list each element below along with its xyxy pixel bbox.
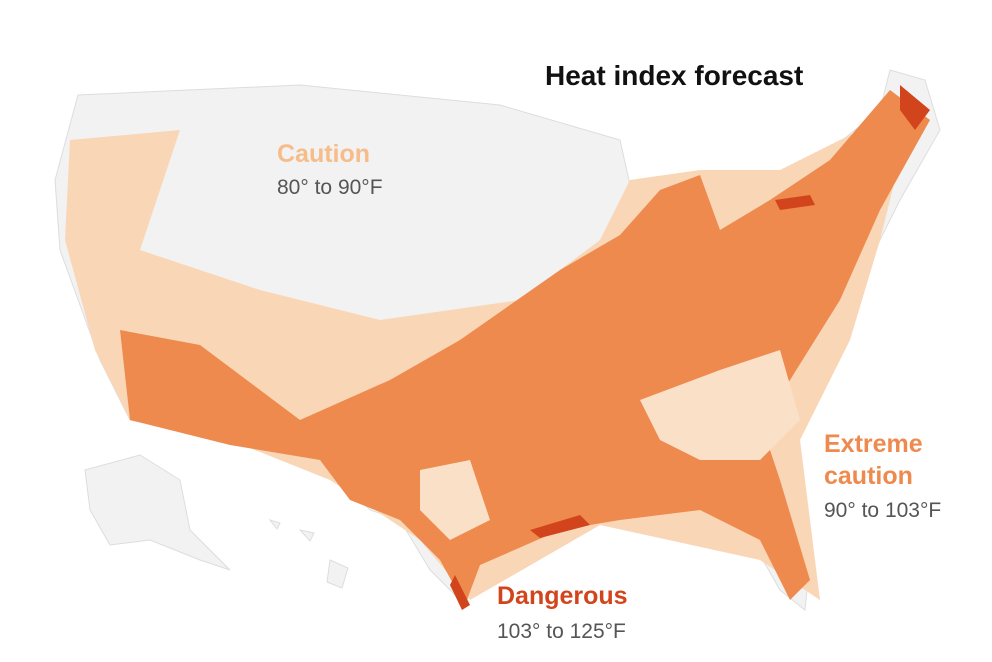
legend-label: Caution — [277, 140, 371, 168]
legend-range: 90° to 103°F — [824, 499, 942, 522]
hawaii — [268, 519, 349, 589]
extreme-caution-zone — [120, 90, 930, 605]
legend-range: 80° to 90°F — [277, 176, 383, 199]
legend-label: Dangerous — [497, 582, 628, 610]
extreme-caution-gap — [420, 350, 800, 540]
title: Heat index forecast — [545, 60, 804, 91]
legend-range: 103° to 125°F — [497, 620, 626, 643]
alaska — [84, 454, 231, 571]
legend-label: Extreme caution — [824, 430, 923, 490]
